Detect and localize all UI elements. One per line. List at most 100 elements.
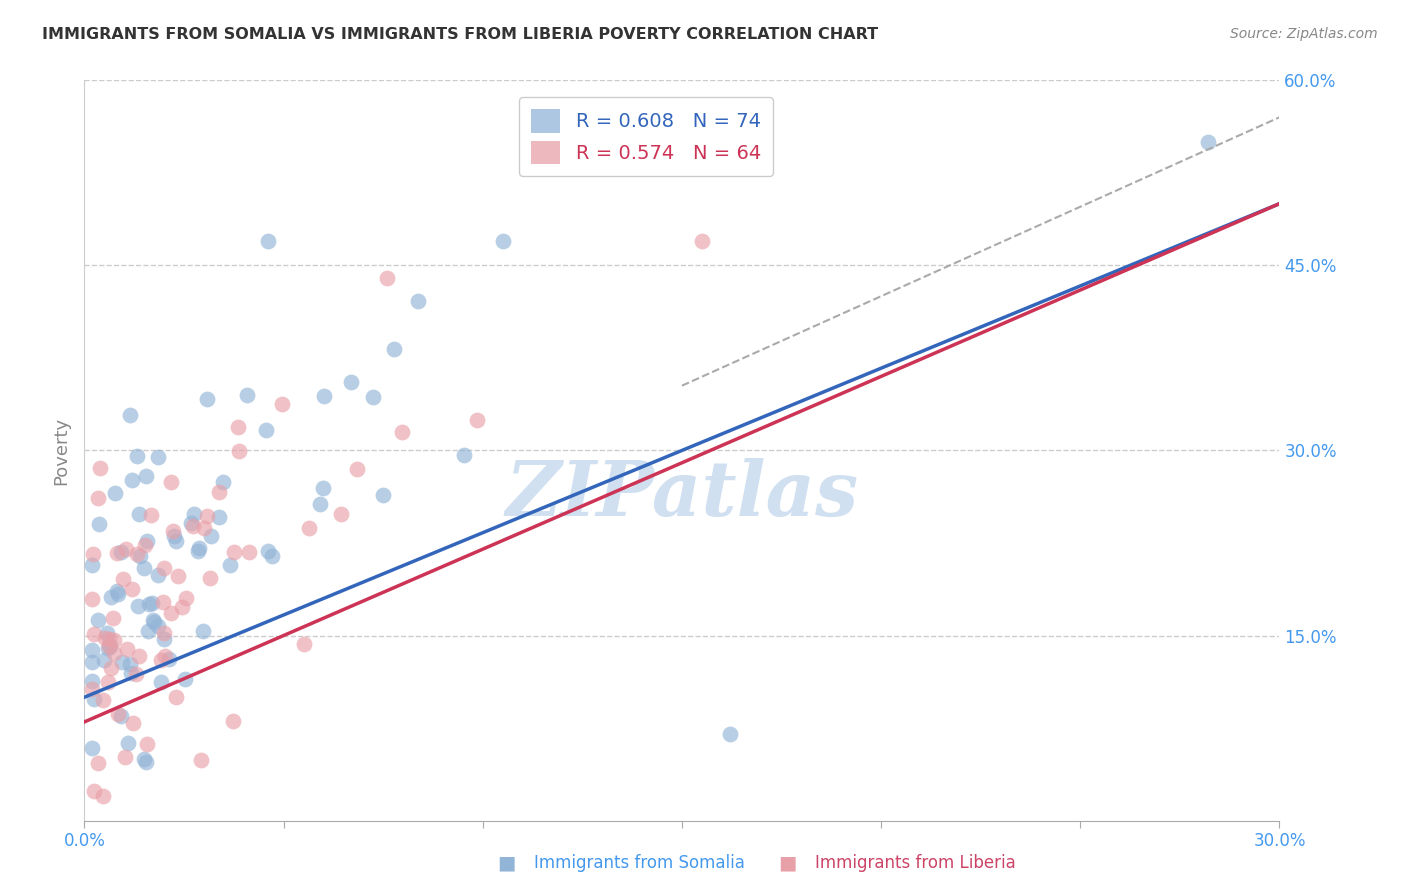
Point — [134, 561, 156, 575]
Point — [180, 516, 202, 530]
Point — [121, 716, 143, 731]
Point — [134, 538, 156, 552]
Point — [191, 624, 214, 638]
Point — [172, 599, 194, 614]
Point — [208, 485, 231, 500]
Text: IMMIGRANTS FROM SOMALIA VS IMMIGRANTS FROM LIBERIA POVERTY CORRELATION CHART: IMMIGRANTS FROM SOMALIA VS IMMIGRANTS FR… — [42, 27, 879, 42]
Point — [312, 389, 335, 403]
Point — [453, 448, 475, 462]
Point — [297, 521, 319, 535]
Point — [111, 655, 134, 669]
Point — [187, 543, 209, 558]
Point — [382, 342, 405, 356]
Point — [346, 462, 368, 476]
Point — [406, 294, 429, 309]
Point — [465, 413, 488, 427]
Point — [142, 613, 165, 627]
Point — [125, 547, 148, 561]
Point — [208, 510, 231, 524]
Point — [83, 627, 105, 641]
Text: ■: ■ — [496, 854, 516, 872]
Point — [142, 615, 165, 629]
Point — [165, 690, 187, 705]
Point — [492, 234, 515, 248]
Point — [100, 640, 122, 654]
Point — [256, 544, 278, 558]
Point — [91, 693, 114, 707]
Point — [219, 558, 242, 572]
Point — [82, 558, 104, 572]
Point — [82, 740, 104, 755]
Point — [82, 655, 104, 669]
Point — [162, 524, 184, 538]
Point — [110, 708, 132, 723]
Point — [146, 568, 169, 582]
Point — [148, 619, 170, 633]
Point — [187, 541, 209, 555]
Point — [141, 596, 163, 610]
Point — [114, 750, 136, 764]
Point — [160, 606, 183, 620]
Point — [152, 595, 174, 609]
Point — [152, 632, 174, 647]
Point — [254, 423, 277, 437]
Point — [149, 653, 172, 667]
Point — [110, 545, 132, 559]
Point — [157, 652, 180, 666]
Point — [340, 375, 363, 389]
Point — [292, 637, 315, 651]
Point — [82, 674, 104, 689]
Point — [97, 640, 120, 655]
Text: ■: ■ — [778, 854, 797, 872]
Point — [103, 633, 125, 648]
Point — [87, 491, 110, 506]
Point — [87, 613, 110, 627]
Point — [134, 752, 156, 766]
Point — [96, 625, 118, 640]
Point — [312, 481, 335, 495]
Point — [111, 572, 134, 586]
Point — [146, 450, 169, 464]
Point — [82, 681, 104, 696]
Point — [391, 425, 413, 440]
Point — [82, 547, 104, 561]
Point — [82, 592, 104, 607]
Point — [93, 652, 115, 666]
Point — [183, 519, 205, 533]
Point — [136, 738, 159, 752]
Point — [136, 624, 159, 639]
Point — [82, 643, 104, 657]
Point — [97, 640, 120, 654]
Point — [198, 571, 221, 585]
Point — [190, 753, 212, 767]
Point — [117, 736, 139, 750]
Point — [375, 270, 398, 285]
Point — [222, 545, 245, 559]
Point — [120, 657, 142, 671]
Point — [128, 648, 150, 663]
Point — [256, 234, 278, 248]
Point — [115, 541, 138, 556]
Point — [135, 756, 157, 770]
Legend: R = 0.608   N = 74, R = 0.574   N = 64: R = 0.608 N = 74, R = 0.574 N = 64 — [519, 97, 773, 176]
Point — [138, 597, 160, 611]
Point — [262, 549, 284, 563]
Point — [141, 508, 163, 523]
Point — [89, 460, 111, 475]
Point — [197, 392, 219, 406]
Point — [371, 488, 394, 502]
Point — [87, 756, 110, 771]
Point — [104, 486, 127, 500]
Point — [105, 584, 128, 599]
Point — [87, 517, 110, 532]
Point — [100, 660, 122, 674]
Point — [103, 647, 125, 661]
Point — [329, 507, 352, 521]
Point — [128, 549, 150, 564]
Point — [121, 582, 143, 597]
Point — [121, 473, 143, 487]
Point — [91, 789, 114, 803]
Point — [222, 714, 245, 728]
Point — [100, 590, 122, 604]
Point — [174, 591, 197, 606]
